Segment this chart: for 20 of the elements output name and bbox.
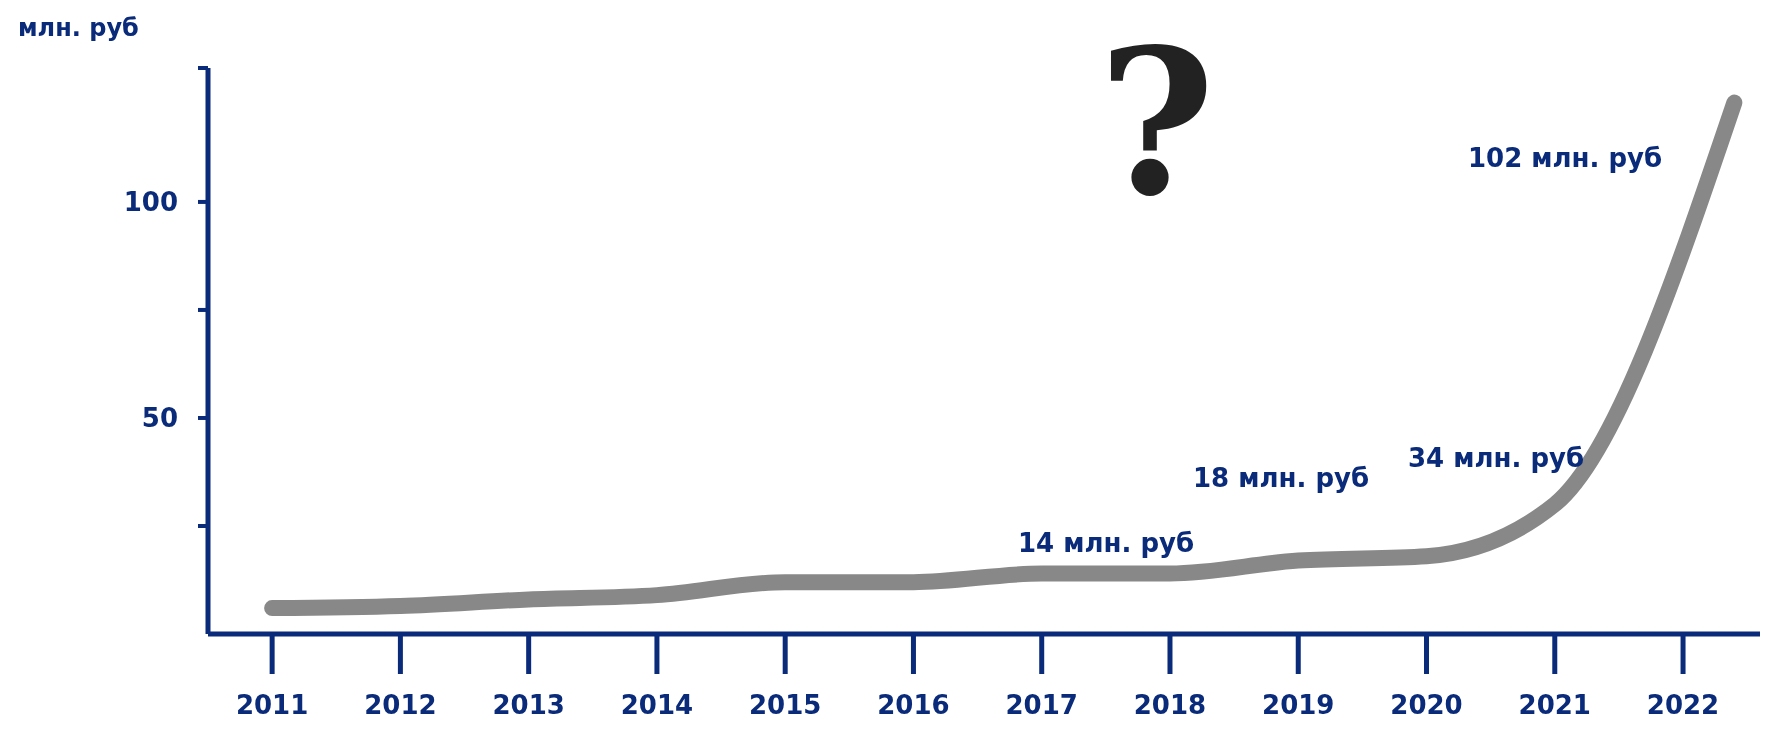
x-tick-label: 2016: [877, 690, 950, 721]
x-tick-label: 2014: [620, 690, 694, 721]
x-tick-label: 2018: [1133, 690, 1207, 721]
y-tick-label: 100: [123, 187, 178, 218]
x-tick-label: 2020: [1390, 690, 1463, 721]
annotation: 102 млн. руб: [1468, 143, 1663, 173]
annotation: 34 млн. руб: [1408, 443, 1585, 473]
annotation: 14 млн. руб: [1018, 528, 1195, 558]
x-tick-label: 2015: [749, 690, 822, 721]
x-tick-label: 2013: [492, 690, 565, 721]
x-tick-label: 2017: [1005, 690, 1078, 721]
x-tick-label: 2011: [235, 690, 309, 721]
x-tick-label: 2021: [1518, 690, 1591, 721]
annotation: ?: [1098, 5, 1216, 240]
y-axis-title: млн. руб: [18, 14, 139, 42]
x-tick-label: 2019: [1262, 690, 1335, 721]
annotation: 18 млн. руб: [1193, 463, 1370, 493]
x-tick-label: 2012: [364, 690, 437, 721]
y-tick-label: 50: [141, 403, 178, 434]
x-tick-label: 2022: [1646, 690, 1720, 721]
